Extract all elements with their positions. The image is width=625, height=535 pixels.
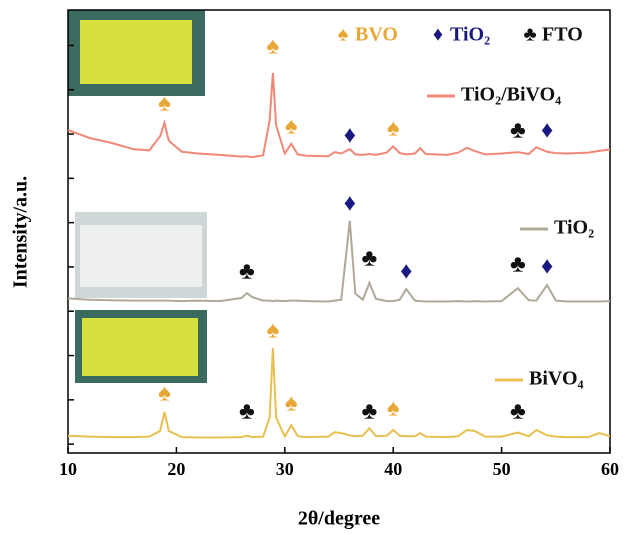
phase-marker: ♣ — [361, 245, 377, 271]
x-tick-label: 30 — [276, 459, 294, 479]
legend-symbol: ♠ — [338, 24, 349, 46]
chart: 2θ/degree Intensity/a.u. 10 20 30 40 50 60 TiO… — [0, 0, 625, 535]
phase-marker: ♦ — [541, 253, 553, 279]
inset-sample — [80, 20, 192, 84]
x-tick-label: 60 — [601, 459, 619, 479]
phase-marker: ♣ — [361, 399, 377, 425]
legend-label: TiO₂/BiVO₄ — [461, 84, 561, 106]
x-axis-label: 2θ/degree — [298, 508, 380, 530]
phase-marker: ♦ — [344, 123, 356, 149]
x-tick-label: 20 — [167, 459, 185, 479]
phase-marker: ♣ — [510, 117, 526, 143]
phase-marker: ♦ — [541, 117, 553, 143]
phase-marker: ♦ — [400, 259, 412, 285]
legend-symbol-label: BVO — [355, 24, 398, 46]
phase-marker: ♠ — [267, 318, 280, 344]
x-tick-label: 50 — [493, 459, 511, 479]
phase-marker: ♠ — [267, 34, 280, 60]
legend-symbol-label: FTO — [542, 24, 583, 46]
x-tick-label: 40 — [384, 459, 402, 479]
phase-marker: ♠ — [387, 396, 400, 422]
phase-marker: ♣ — [239, 399, 255, 425]
phase-marker: ♣ — [239, 259, 255, 285]
legend-label: TiO₂ — [554, 217, 594, 239]
legend-label: BiVO₄ — [529, 368, 584, 390]
phase-marker: ♣ — [510, 252, 526, 278]
legend-symbol-label: TiO₂ — [450, 24, 490, 46]
phase-marker: ♣ — [510, 399, 526, 425]
legend-symbol: ♣ — [523, 24, 536, 46]
phase-marker: ♦ — [344, 190, 356, 216]
phase-marker: ♠ — [158, 90, 171, 116]
inset-sample — [80, 225, 202, 287]
phase-marker: ♠ — [387, 116, 400, 142]
inset-sample — [82, 318, 198, 376]
phase-marker: ♠ — [285, 113, 298, 139]
phase-marker: ♠ — [158, 380, 171, 406]
phase-marker: ♠ — [285, 391, 298, 417]
legend-symbol: ♦ — [433, 24, 443, 46]
y-axis-label: Intensity/a.u. — [10, 176, 32, 288]
x-tick-label: 10 — [59, 459, 77, 479]
